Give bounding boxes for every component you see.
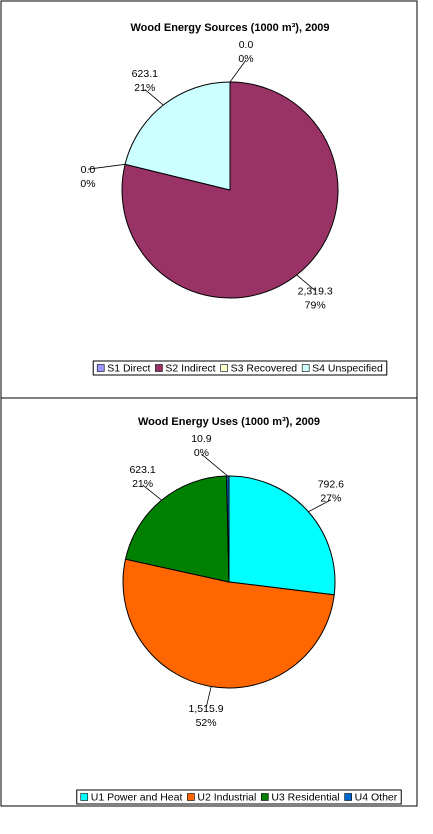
percent-label: 21% [134,82,155,94]
leader-line [296,274,316,291]
pie-slice [124,475,230,583]
legend-label: S4 Unspecified [312,362,383,374]
legend-frame [92,360,388,376]
percent-label: 27% [320,493,341,505]
percent-label: 0% [80,178,95,190]
pie-slice [121,81,339,299]
legend-frame [76,789,402,805]
percent-label: 52% [196,717,217,729]
percent-label: 21% [132,478,153,490]
legend-label: U4 Other [355,791,398,803]
data-label: 1,515.9 [189,703,224,715]
leader-line [87,163,126,170]
leader-line [201,453,229,477]
legend-label: S2 Indirect [165,362,215,374]
data-label: 623.1 [129,464,155,476]
leader-line [229,59,247,83]
chart-title: Wood Energy Sources (1000 m³), 2009 [130,22,329,34]
legend-label: S3 Recovered [231,362,298,374]
legend-swatch [220,364,228,372]
legend-swatch [187,793,195,801]
percent-label: 0% [238,53,253,65]
legend-label: S1 Direct [107,362,150,374]
data-label: 623.1 [132,68,158,80]
data-label: 2,319.3 [298,285,333,297]
legend-swatch [344,793,352,801]
data-label: 10.9 [191,433,212,445]
leader-line [142,484,162,501]
legend-label: U3 Residential [271,791,339,803]
legend-swatch [261,793,269,801]
leader-line [205,686,212,709]
data-label: 792.6 [318,479,344,491]
percent-label: 79% [305,299,326,311]
legend-swatch [301,364,310,372]
legend-swatch [80,793,89,801]
pie-slice [124,81,231,191]
leader-line [144,89,164,106]
legend-swatch [155,364,163,372]
leader-line [308,499,332,513]
pie-slice [226,475,230,583]
chart-title: Wood Energy Uses (1000 m³), 2009 [138,416,320,428]
pie-slice [228,475,336,596]
data-label: 0.0 [81,164,96,176]
legend-label: U1 Power and Heat [91,791,183,803]
legend-label: U2 Industrial [197,791,256,803]
data-label: 0.0 [239,39,254,51]
percent-label: 0% [194,447,209,459]
legend-swatch [96,364,105,372]
